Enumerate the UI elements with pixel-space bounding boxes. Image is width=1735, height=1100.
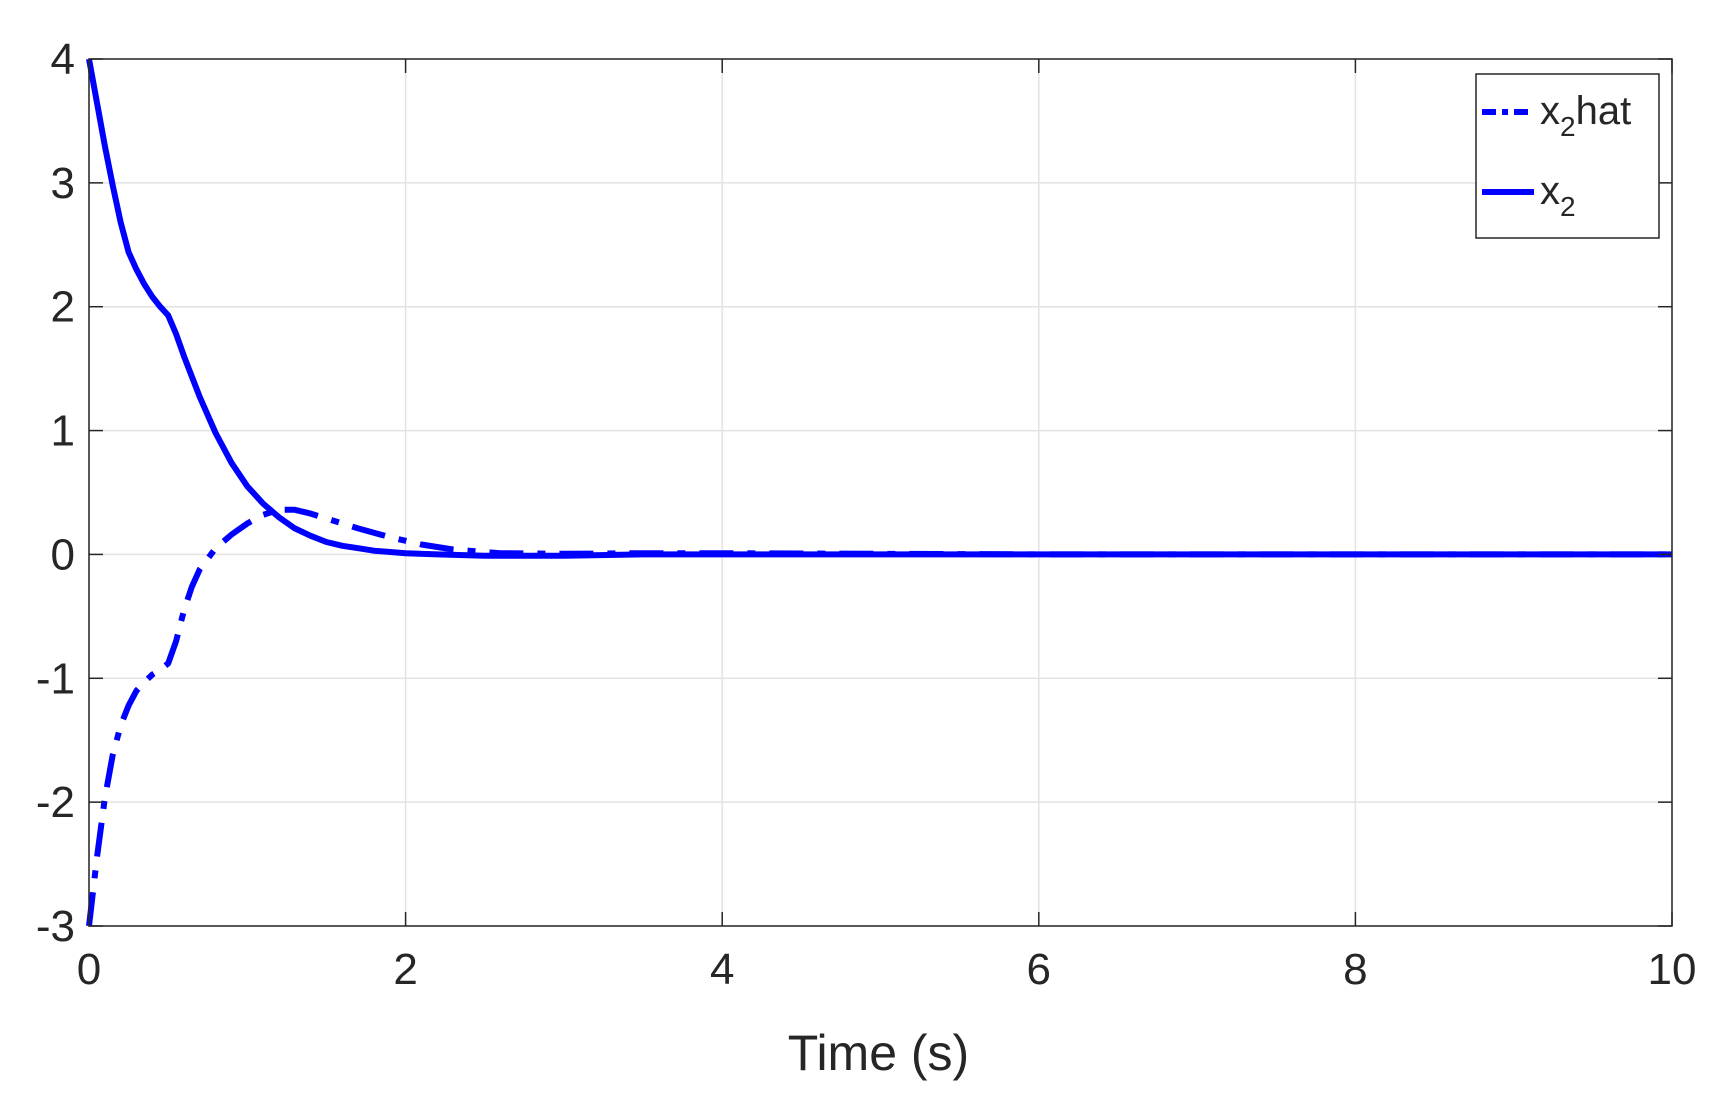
x-tick-label: 6 (1027, 945, 1051, 994)
y-tick-label: -2 (36, 778, 75, 827)
series-line-x2 (86, 58, 1672, 559)
legend-box (1475, 73, 1660, 239)
legend-entry-base: x (1540, 89, 1560, 133)
x-tick-label: 0 (77, 945, 101, 994)
y-tick-label: 4 (51, 35, 75, 84)
series-layer (86, 58, 1672, 927)
grid (88, 58, 1673, 927)
x-tick-label: 8 (1343, 945, 1367, 994)
series-line-x2hat (86, 506, 1672, 927)
legend-entry-x2hat: x2hat (1540, 89, 1631, 142)
legend-entry-x2: x2 (1540, 169, 1576, 222)
y-tick-label: 2 (51, 283, 75, 332)
x-axis-label: Time (s) (788, 1025, 969, 1081)
legend-entry-base: x (1540, 169, 1560, 213)
y-tick-label: -3 (36, 902, 75, 951)
legend-entry-suffix: hat (1576, 89, 1632, 133)
y-tick-label: 3 (51, 159, 75, 208)
x-tick-label: 2 (393, 945, 417, 994)
legend-entry-subscript: 2 (1560, 111, 1576, 142)
axes-box (88, 58, 1673, 927)
y-tick-label: -1 (36, 654, 75, 703)
legend-entry-subscript: 2 (1560, 191, 1576, 222)
y-tick-label: 0 (51, 530, 75, 579)
x-tick-label: 4 (710, 945, 734, 994)
tick-layer: 0 2 4 6 8 10 -3 -2 -1 0 1 2 3 4 (36, 35, 1697, 994)
x-tick-label: 10 (1648, 945, 1697, 994)
y-tick-label: 1 (51, 407, 75, 456)
